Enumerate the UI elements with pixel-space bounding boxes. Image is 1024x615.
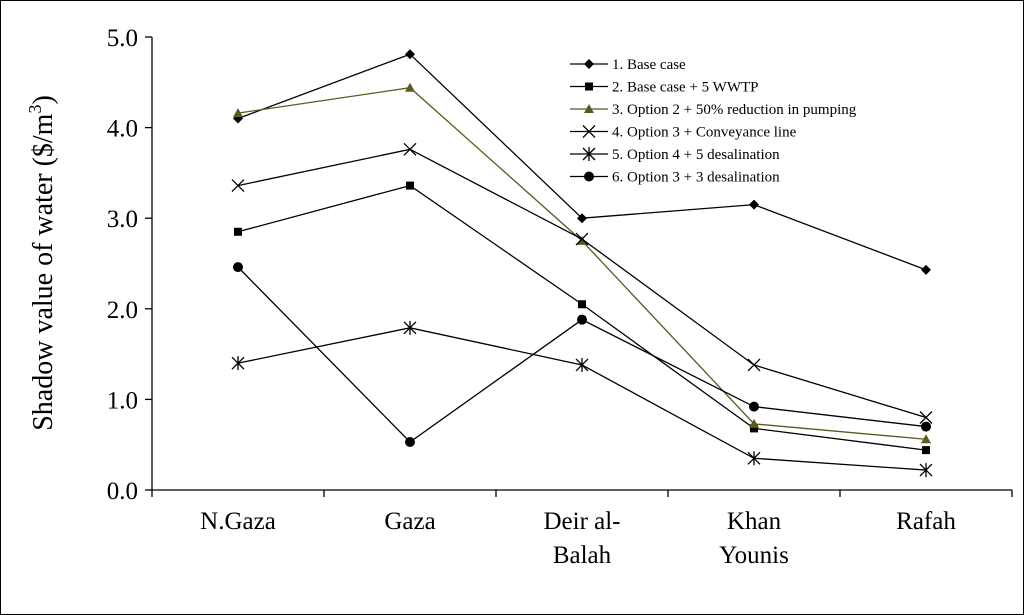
legend-item: 6. Option 3 + 3 desalination <box>570 170 780 186</box>
y-axis: 0.0 1.0 2.0 3.0 4.0 5.0 <box>107 25 153 505</box>
legend-label: 3. Option 2 + 50% reduction in pumping <box>612 102 857 118</box>
legend-marker <box>584 171 594 182</box>
data-point <box>921 434 931 444</box>
data-point <box>234 227 242 236</box>
data-point <box>578 300 586 309</box>
legend-item: 4. Option 3 + Conveyance line <box>570 125 797 141</box>
data-point <box>749 199 759 210</box>
data-point <box>750 424 758 433</box>
series-4 <box>231 142 933 424</box>
legend-marker <box>585 82 593 91</box>
legend-item: 2. Base case + 5 WWTP <box>570 80 758 96</box>
x-tick-label: Rafah <box>896 508 956 535</box>
data-point <box>747 358 761 372</box>
data-point <box>577 213 587 224</box>
data-point <box>233 262 243 273</box>
series-layer <box>231 49 933 478</box>
series-2 <box>234 181 930 455</box>
legend-label: 1. Base case <box>612 57 686 73</box>
data-point <box>575 232 589 246</box>
data-point <box>405 82 415 92</box>
data-point <box>919 411 933 424</box>
y-tick-label: 0.0 <box>107 478 138 505</box>
y-tick-label: 4.0 <box>107 116 138 143</box>
legend-item: 3. Option 2 + 50% reduction in pumping <box>570 102 857 118</box>
data-point <box>406 181 414 190</box>
legend-label: 5. Option 4 + 5 desalination <box>612 147 780 163</box>
data-point <box>405 49 415 60</box>
y-tick-label: 2.0 <box>107 297 138 324</box>
x-axis: N.Gaza Gaza Deir al-Balah Khan Younis Rafah <box>151 489 1013 569</box>
data-point <box>233 108 243 118</box>
series-6 <box>233 262 931 447</box>
legend-label: 4. Option 3 + Conveyance line <box>612 125 797 141</box>
y-tick-label: 3.0 <box>107 206 138 233</box>
data-point <box>749 401 759 412</box>
data-point <box>575 357 589 372</box>
legend-marker <box>584 104 594 113</box>
y-tick-label: 1.0 <box>107 387 138 414</box>
data-point <box>921 421 931 432</box>
data-point <box>403 142 417 156</box>
data-point <box>577 314 587 325</box>
legend-label: 2. Base case + 5 WWTP <box>612 80 758 96</box>
series-5 <box>231 320 933 478</box>
legend-label: 6. Option 3 + 3 desalination <box>612 170 780 186</box>
series-line <box>237 266 927 443</box>
data-point <box>747 451 761 466</box>
x-tick-label: Deir al-Balah <box>543 508 620 569</box>
x-tick-label: Khan Younis <box>719 508 789 569</box>
x-tick-label: Gaza <box>384 508 435 535</box>
data-point <box>231 179 245 193</box>
data-point <box>919 463 933 478</box>
legend-marker <box>582 147 596 161</box>
y-tick-label: 5.0 <box>107 25 138 52</box>
legend-item: 1. Base case <box>570 57 686 73</box>
data-point <box>403 320 417 335</box>
data-point <box>749 418 759 428</box>
data-point <box>922 446 930 455</box>
series-line <box>237 148 927 419</box>
series-line <box>237 327 927 471</box>
legend-item: 5. Option 4 + 5 desalination <box>570 147 780 163</box>
legend-marker <box>582 125 596 138</box>
series-3 <box>233 82 931 444</box>
legend-marker <box>584 59 594 69</box>
data-point <box>577 235 587 245</box>
x-tick-label: N.Gaza <box>200 508 276 535</box>
legend: 1. Base case 2. Base case + 5 WWTP 3. Opti… <box>570 57 857 186</box>
data-point <box>231 356 245 371</box>
data-point <box>405 436 415 447</box>
data-point <box>921 264 931 275</box>
y-axis-label: Shadow value of water ($/m3) <box>25 95 59 431</box>
